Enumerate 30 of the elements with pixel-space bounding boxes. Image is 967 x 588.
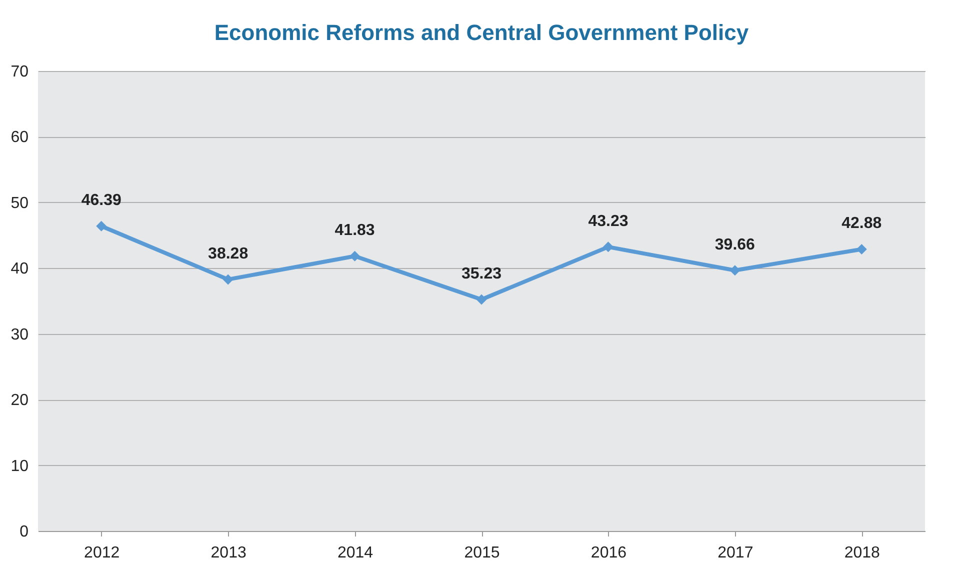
chart-title: Economic Reforms and Central Government Policy	[214, 20, 750, 45]
y-tick-label: 70	[10, 64, 29, 80]
data-label: 42.88	[842, 215, 882, 232]
point	[476, 294, 487, 305]
data-label: 43.23	[588, 212, 628, 230]
data-label: 35.23	[461, 265, 502, 282]
point	[96, 220, 107, 232]
point	[602, 242, 614, 252]
data-label: 46.39	[81, 192, 122, 210]
data-label: 38.28	[208, 245, 248, 262]
point	[222, 274, 234, 285]
y-tick-label: 10	[10, 458, 29, 475]
y-tick-label: 50	[10, 194, 29, 212]
y-tick-label: 0	[20, 524, 29, 540]
x-tick-label: 2012	[84, 544, 120, 562]
y-tick-label: 30	[10, 326, 29, 344]
y-tick-label: 40	[10, 260, 29, 278]
point	[856, 244, 867, 254]
y-tick-label: 20	[10, 392, 29, 410]
point	[350, 250, 360, 262]
x-tick-label: 2014	[337, 544, 374, 562]
data-label: 39.66	[714, 236, 756, 254]
data-label: 41.83	[334, 222, 375, 240]
x-tick-label: 2018	[844, 544, 880, 562]
x-tick-label: 2017	[718, 544, 754, 562]
point	[730, 265, 740, 276]
x-tick-label: 2015	[464, 544, 500, 562]
x-tick-label: 2016	[590, 544, 627, 562]
y-tick-label: 60	[10, 129, 29, 146]
x-tick-label: 2013	[210, 544, 246, 562]
